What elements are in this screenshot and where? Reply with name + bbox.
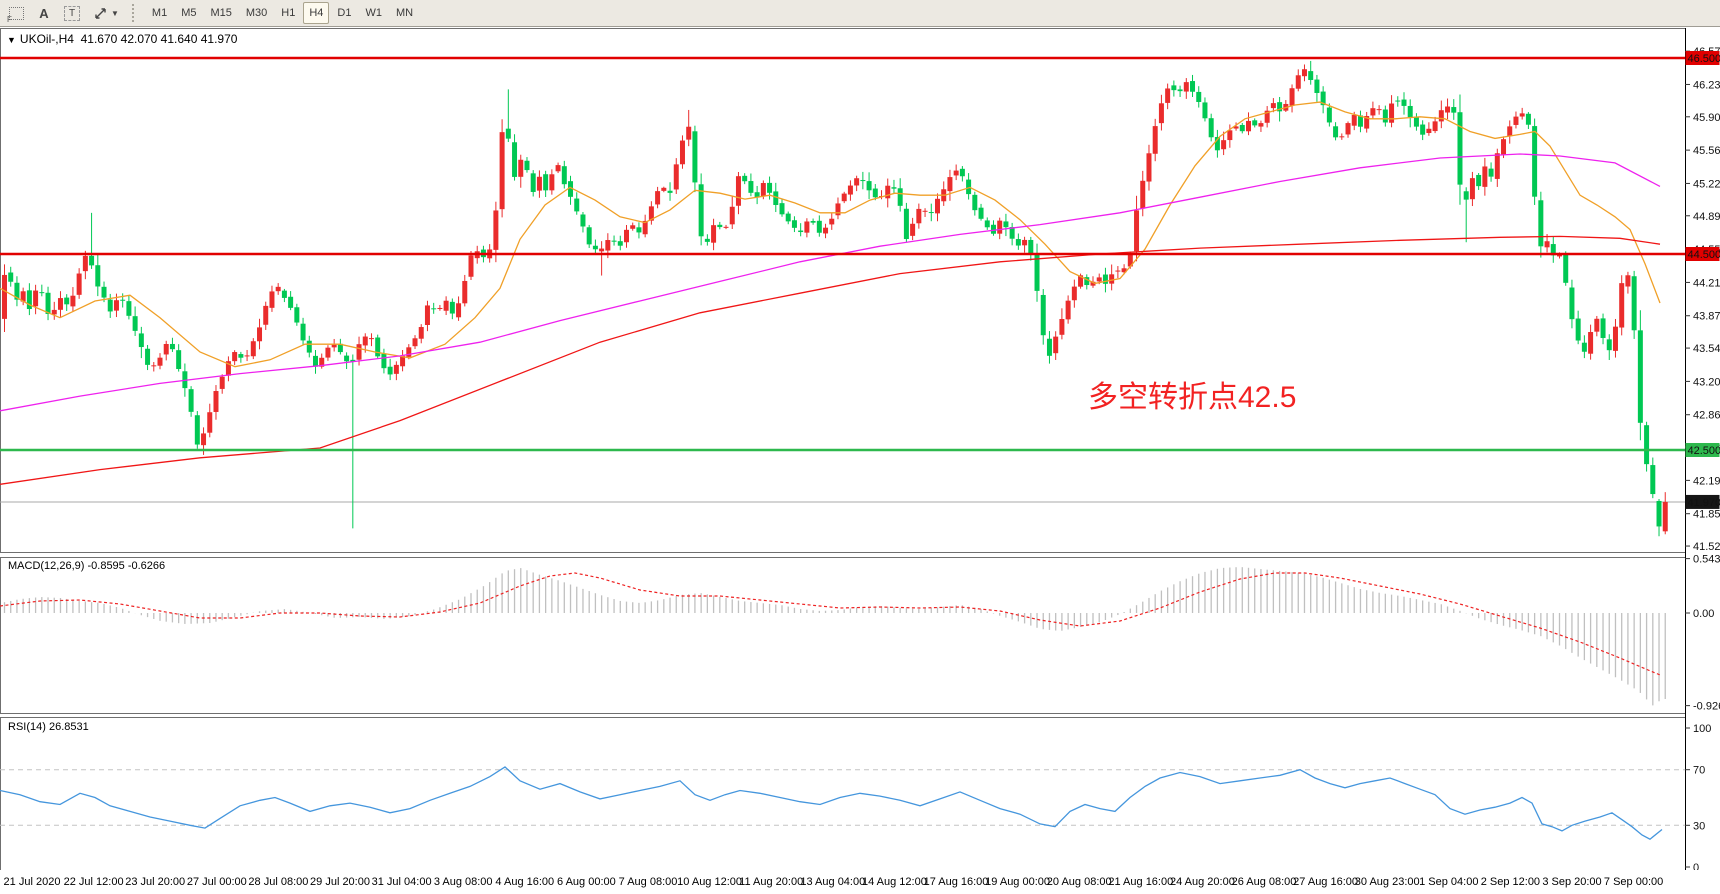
- time-tick-label: 30 Aug 23:00: [1354, 876, 1420, 888]
- time-tick-label: 29 Jul 20:00: [310, 876, 370, 888]
- rsi-tick-label: 100: [1693, 723, 1711, 735]
- time-tick-label: 13 Aug 04:00: [800, 876, 866, 888]
- timeframe-button-mn[interactable]: MN: [390, 2, 419, 24]
- timeframe-button-h4[interactable]: H4: [303, 2, 330, 24]
- level-42.500-badge: [1685, 443, 1720, 457]
- time-tick-label: 2 Sep 12:00: [1480, 876, 1541, 888]
- time-tick-label: 3 Sep 20:00: [1542, 876, 1602, 888]
- main-pane[interactable]: [0, 28, 1686, 553]
- rsi-tick-label: 30: [1693, 820, 1705, 832]
- rsi-tick-label: 70: [1693, 765, 1705, 777]
- text-box-button[interactable]: T: [58, 2, 86, 24]
- macd-signal-line: [0, 572, 1663, 677]
- ohlc-values: 41.670 42.070 41.640 41.970: [80, 32, 238, 46]
- price-tick-label: 43.200: [1693, 376, 1720, 388]
- cursor-arrows-button[interactable]: ▼: [88, 2, 125, 24]
- time-tick-label: 31 Jul 04:00: [371, 876, 432, 888]
- time-tick-label: 22 Jul 12:00: [63, 876, 124, 888]
- text-label-button[interactable]: A: [32, 2, 56, 24]
- chevron-down-icon: ▼: [7, 35, 16, 45]
- rsi-line: [0, 766, 1663, 840]
- time-tick-label: 3 Aug 08:00: [433, 876, 493, 888]
- object-f-button[interactable]: F: [3, 2, 30, 24]
- letter-a-icon: A: [39, 5, 49, 21]
- price-tick-label: 43.870: [1693, 311, 1720, 323]
- toolbar: F A T ▼ M1 M5 M15 M30 H1 H4 D1 W1 MN: [0, 0, 1720, 27]
- time-tick-label: 14 Aug 12:00: [861, 876, 927, 888]
- price-tick-label: 42.190: [1693, 475, 1720, 487]
- price-tick-label: 45.900: [1693, 112, 1720, 124]
- ma-fast-orange: [0, 101, 1661, 368]
- time-tick-label: 17 Aug 16:00: [923, 876, 989, 888]
- price-tick-label: 41.520: [1693, 541, 1720, 553]
- chart-annotation-text: 多空转折点42.5: [1088, 381, 1297, 414]
- macd-tick-label: 0.00: [1693, 608, 1714, 620]
- timeframe-group: M1 M5 M15 M30 H1 H4 D1 W1 MN: [143, 0, 422, 26]
- time-axis[interactable]: 21 Jul 2020 22 Jul 12:00 23 Jul 20:00 27 Ju…: [0, 870, 1720, 894]
- rsi-pane[interactable]: [0, 717, 1686, 871]
- double-arrow-icon: [95, 7, 106, 19]
- price-tick-label: 46.230: [1693, 79, 1720, 91]
- price-tick-label: 44.890: [1693, 211, 1720, 223]
- price-tick-label: 45.220: [1693, 178, 1720, 190]
- time-tick-label: 28 Jul 08:00: [248, 876, 309, 888]
- ma-slow-red: [0, 235, 1661, 485]
- time-tick-label: 27 Aug 16:00: [1293, 876, 1359, 888]
- macd-tick-label: 0.5439: [1693, 554, 1720, 566]
- current-price-badge: [1685, 494, 1720, 509]
- price-tick-label: 44.210: [1693, 277, 1720, 289]
- price-tick-label: 41.850: [1693, 509, 1720, 521]
- ma-mid-magenta: [0, 153, 1661, 412]
- timeframe-button-m1[interactable]: M1: [146, 2, 173, 24]
- level-46.500-badge: [1685, 51, 1720, 65]
- timeframe-button-m30[interactable]: M30: [240, 2, 273, 24]
- timeframe-button-d1[interactable]: D1: [331, 2, 357, 24]
- rsi-tick-label: 0: [1693, 862, 1699, 874]
- time-tick-label: 23 Jul 20:00: [125, 876, 186, 888]
- timeframe-button-h1[interactable]: H1: [275, 2, 301, 24]
- level-44.500-badge-label: 44.500: [1688, 249, 1720, 261]
- time-tick-label: 7 Aug 08:00: [618, 876, 678, 888]
- level-42.500-badge-label: 42.500: [1688, 445, 1720, 457]
- macd-values: -0.8595 -0.6266: [87, 560, 166, 572]
- rsi-indicator-label: RSI(14) 26.8531: [8, 721, 89, 733]
- price-tick-label: 42.860: [1693, 410, 1720, 422]
- timeframe-button-m15[interactable]: M15: [204, 2, 237, 24]
- price-tick-label: 45.560: [1693, 145, 1720, 157]
- current-price-badge-label: 41.970: [1688, 497, 1720, 509]
- macd-tick-label: -0.9263: [1693, 701, 1720, 713]
- timeframe-button-m5[interactable]: M5: [175, 2, 202, 24]
- f-icon-letter: F: [7, 14, 12, 24]
- symbol-label: UKOil-,H4: [19, 32, 74, 46]
- price-axis[interactable]: [1685, 28, 1720, 870]
- chevron-down-icon: ▼: [111, 8, 119, 18]
- rsi-value: 26.8531: [48, 721, 89, 733]
- toolbar-grip[interactable]: [131, 4, 139, 22]
- time-tick-label: 21 Jul 2020: [3, 876, 61, 888]
- time-tick-label: 21 Aug 16:00: [1108, 876, 1174, 888]
- time-tick-label: 27 Jul 00:00: [186, 876, 247, 888]
- macd-indicator-label: MACD(12,26,9) -0.8595 -0.6266: [8, 560, 166, 572]
- level-44.500-badge: [1685, 247, 1720, 261]
- time-tick-label: 19 Aug 00:00: [985, 876, 1051, 888]
- time-tick-label: 1 Sep 04:00: [1419, 876, 1479, 888]
- time-tick-label: 20 Aug 08:00: [1046, 876, 1112, 888]
- time-tick-label: 24 Aug 20:00: [1169, 876, 1235, 888]
- time-tick-label: 6 Aug 00:00: [557, 876, 616, 888]
- dashed-box-icon: F: [7, 6, 24, 24]
- time-tick-label: 10 Aug 12:00: [677, 876, 743, 888]
- time-tick-label: 7 Sep 00:00: [1603, 876, 1664, 888]
- toolbar-object-group: F A T ▼: [0, 0, 128, 26]
- letter-t-icon: T: [64, 5, 80, 21]
- time-tick-label: 4 Aug 16:00: [495, 876, 555, 888]
- price-tick-label: 43.540: [1693, 343, 1720, 355]
- timeframe-button-w1[interactable]: W1: [359, 2, 388, 24]
- level-46.500-badge-label: 46.500: [1688, 53, 1720, 65]
- time-tick-label: 26 Aug 08:00: [1231, 876, 1297, 888]
- candlestick-series: [2, 60, 1668, 537]
- macd-pane[interactable]: [0, 557, 1686, 714]
- symbol-title: ▼ UKOil-,H4 41.670 42.070 41.640 41.970: [7, 32, 237, 46]
- time-tick-label: 11 Aug 20:00: [739, 876, 804, 888]
